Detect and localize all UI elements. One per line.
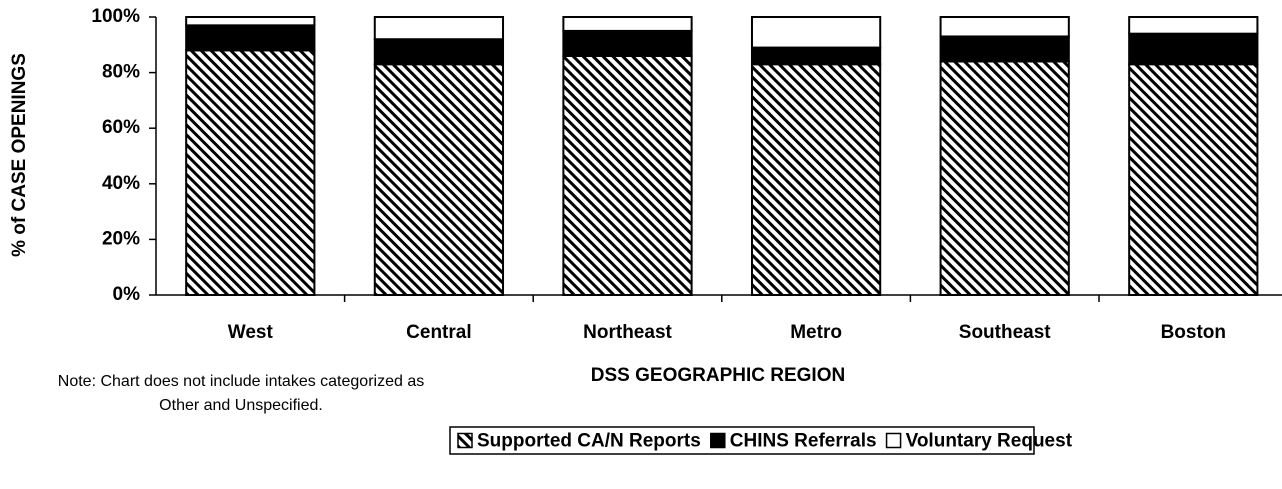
x-tick-label: Central (406, 322, 471, 343)
y-tick-label: 20% (102, 228, 140, 249)
bar-segment (373, 38, 505, 66)
bar-segment (939, 16, 1070, 38)
legend-swatch (457, 432, 473, 449)
legend-label: Voluntary Request (906, 431, 1073, 452)
bar-segment (750, 46, 882, 66)
bar-segment (750, 63, 882, 297)
bar-segment (1128, 16, 1259, 35)
y-axis-label: % of CASE OPENINGS (9, 53, 30, 257)
y-tick-label: 100% (91, 6, 140, 27)
note-line: Other and Unspecified. (159, 397, 323, 414)
bar-segment (185, 49, 316, 296)
x-tick-label: Boston (1161, 322, 1226, 343)
y-tick-label: 80% (102, 62, 140, 83)
x-tick-label: Southeast (959, 322, 1052, 343)
legend-swatch (885, 432, 902, 449)
legend-swatch (710, 432, 726, 449)
y-tick-label: 0% (113, 284, 141, 305)
x-tick-label: Northeast (583, 322, 672, 343)
legend-label: Supported CA/N Reports (477, 431, 701, 452)
bar-segment (1128, 63, 1259, 297)
bar-segment (185, 24, 316, 52)
x-axis-label: DSS GEOGRAPHIC REGION (591, 365, 845, 386)
bar-segment (750, 16, 882, 49)
bar-segment (562, 29, 693, 57)
bar-segment (562, 16, 693, 32)
legend-label: CHINS Referrals (730, 431, 877, 452)
bar-segment (185, 16, 316, 27)
bar-segment (939, 35, 1070, 63)
x-tick-label: Metro (790, 322, 842, 343)
y-tick-label: 40% (102, 173, 140, 194)
legend-box (449, 426, 1035, 455)
x-tick-label: West (228, 322, 274, 343)
bar-segment (373, 63, 505, 297)
bar-segment (562, 54, 693, 296)
y-tick-label: 60% (102, 117, 140, 138)
bar-segment (939, 60, 1070, 297)
note-line: Note: Chart does not include intakes cat… (58, 373, 424, 390)
bar-segment (1128, 32, 1259, 66)
bar-segment (373, 16, 505, 41)
